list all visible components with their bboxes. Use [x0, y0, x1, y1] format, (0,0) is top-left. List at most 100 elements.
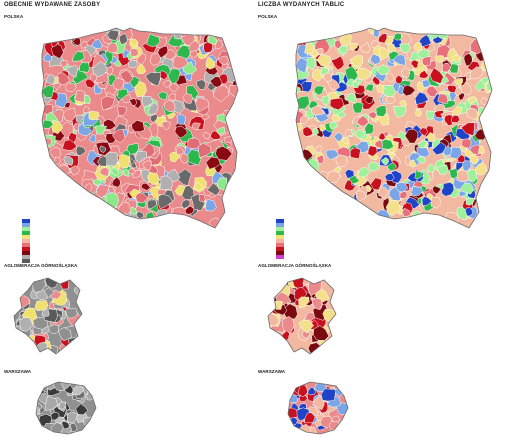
county-region: [128, 168, 136, 175]
legend-row: [22, 219, 32, 223]
county-region: [304, 412, 316, 424]
county-region: [418, 70, 429, 79]
county-region: [438, 31, 448, 40]
legend-swatch: [276, 219, 284, 223]
county-region: [214, 39, 223, 50]
county-region: [150, 52, 162, 66]
county-region: [157, 91, 168, 101]
legend-swatch: [22, 243, 30, 247]
legend-row: [276, 247, 286, 251]
county-region: [384, 173, 395, 182]
legend-row: [22, 259, 32, 263]
county-region: [130, 48, 139, 58]
county-region: [195, 79, 207, 90]
county-region: [378, 46, 390, 61]
county-region: [432, 185, 442, 195]
county-region: [191, 122, 201, 130]
county-region: [91, 39, 103, 49]
left-warsaw-map: [35, 381, 97, 435]
county-region: [356, 115, 370, 127]
left-poland-label: POLSKA: [4, 14, 24, 19]
left-silesia-map: [13, 277, 83, 355]
county-region: [329, 121, 339, 130]
county-region: [65, 82, 77, 92]
county-region: [411, 186, 423, 197]
county-region: [436, 44, 451, 59]
county-region: [374, 139, 383, 149]
county-region: [431, 141, 447, 156]
county-region: [97, 155, 108, 167]
county-region: [111, 167, 120, 176]
legend-swatch: [22, 235, 30, 239]
county-region: [421, 79, 431, 88]
legend-row: [276, 223, 286, 227]
county-region: [393, 32, 402, 41]
county-region: [395, 182, 409, 193]
county-region: [426, 132, 436, 142]
county-region: [401, 207, 412, 217]
county-region: [213, 84, 230, 103]
legend-swatch: [22, 247, 30, 251]
county-region: [129, 38, 138, 47]
county-region: [187, 137, 201, 149]
county-region: [462, 160, 472, 172]
county-region: [134, 80, 147, 98]
left-warsaw-label: WARSZAWA: [4, 369, 32, 374]
county-region: [88, 133, 97, 143]
county-region: [180, 153, 189, 164]
county-region: [51, 289, 68, 306]
county-region: [322, 72, 333, 82]
legend-swatch: [22, 239, 30, 243]
county-region: [61, 139, 77, 151]
border-outline: [295, 27, 493, 229]
legend-row: [22, 255, 32, 259]
county-region: [123, 168, 130, 177]
county-region: [304, 43, 315, 55]
county-region: [443, 114, 454, 126]
county-region: [194, 97, 210, 112]
county-region: [117, 201, 132, 215]
county-region: [416, 156, 426, 164]
county-region: [296, 57, 308, 74]
county-region: [376, 84, 385, 93]
county-region: [466, 107, 479, 121]
county-region: [42, 119, 54, 129]
county-region: [395, 74, 403, 85]
county-region: [400, 32, 413, 45]
county-region: [107, 42, 118, 54]
legend-row: [276, 239, 286, 243]
county-region: [307, 386, 316, 396]
legend-row: [22, 235, 32, 239]
county-region: [469, 66, 484, 80]
county-region: [172, 55, 188, 70]
left-title: OBECNIE WYDAWANE ZASOBY: [4, 2, 101, 8]
county-region: [202, 131, 211, 140]
county-region: [320, 388, 337, 402]
county-region: [145, 71, 161, 87]
county-region: [355, 128, 366, 140]
county-region: [72, 51, 85, 62]
county-region: [66, 411, 79, 424]
left-silesia-label: AGLOMERACJA GÓRNOŚLĄSKA: [4, 263, 78, 268]
county-region: [465, 207, 474, 217]
county-region: [461, 138, 472, 149]
county-region: [281, 316, 295, 333]
county-region: [367, 161, 380, 172]
county-region: [141, 96, 154, 108]
county-region: [437, 93, 449, 104]
legend-swatch: [22, 259, 30, 263]
county-region: [59, 60, 68, 68]
legend-row: [276, 243, 286, 247]
county-region: [174, 126, 188, 139]
county-region: [413, 41, 422, 52]
border-outline: [41, 27, 239, 229]
county-region: [418, 127, 428, 137]
county-region: [72, 37, 82, 46]
county-region: [161, 121, 171, 130]
county-region: [185, 205, 195, 215]
legend-row: [22, 231, 32, 235]
county-region: [349, 42, 358, 51]
county-region: [182, 93, 193, 104]
county-region: [325, 149, 340, 160]
county-region: [313, 85, 325, 96]
